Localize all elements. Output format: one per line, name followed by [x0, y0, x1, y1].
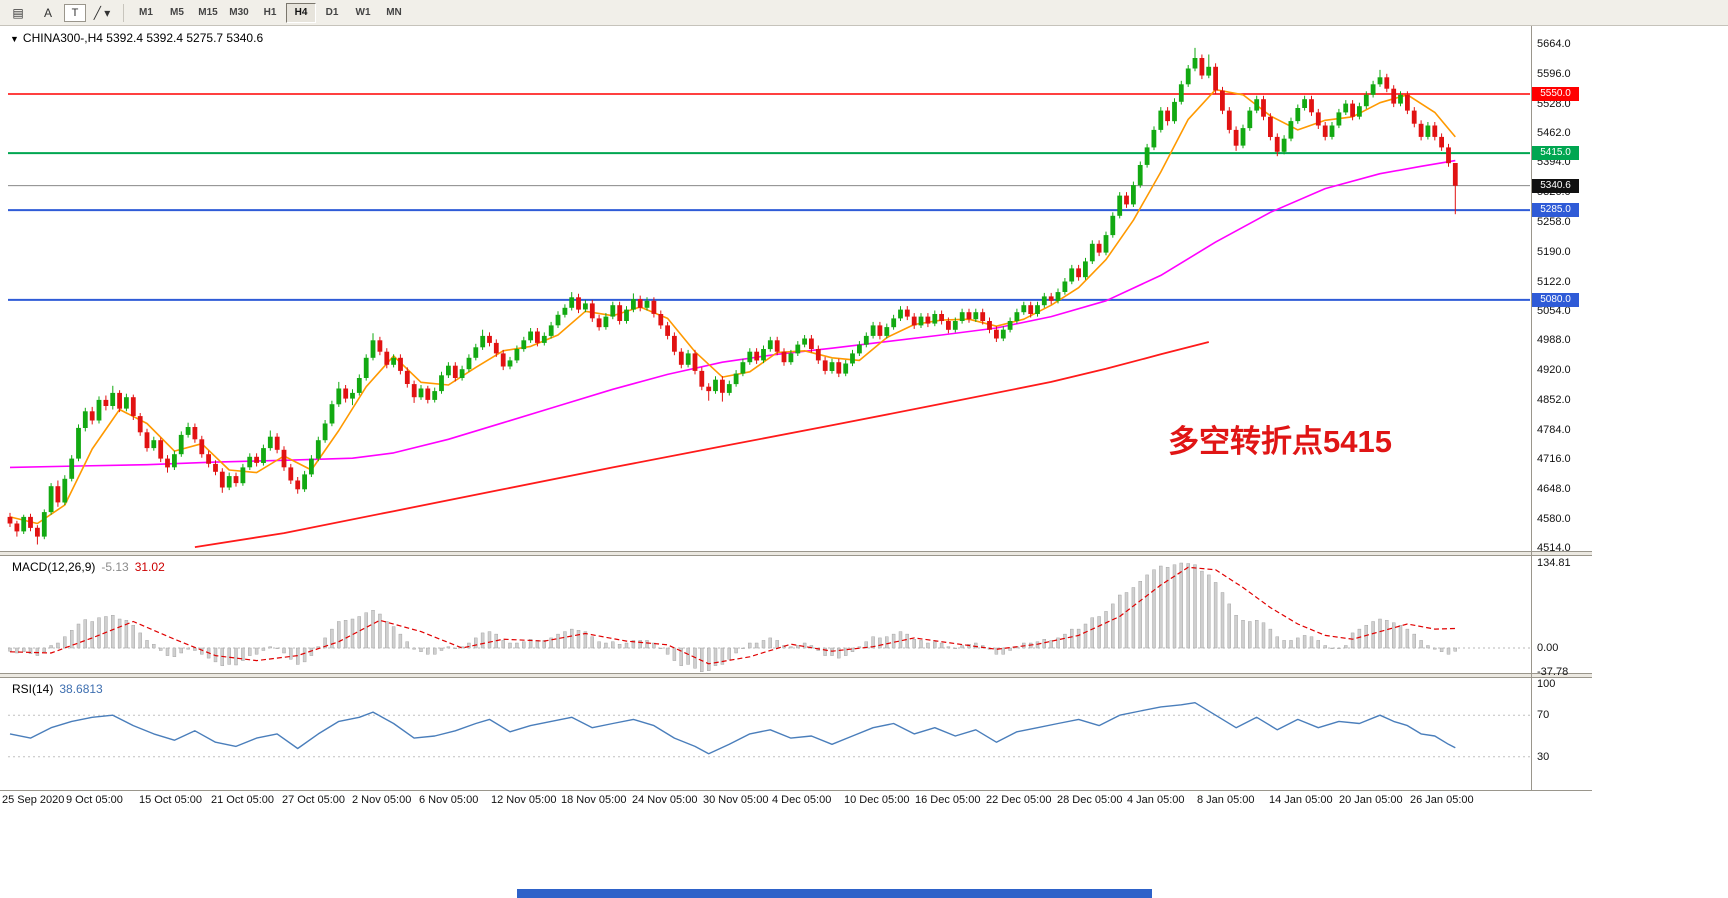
- time-axis-label: 4 Dec 05:00: [772, 794, 832, 806]
- time-axis-label: 26 Jan 05:00: [1410, 794, 1474, 806]
- time-axis-label: 8 Jan 05:00: [1197, 794, 1255, 806]
- time-axis-label: 2 Nov 05:00: [352, 794, 412, 806]
- macd-main-value: -5.13: [101, 560, 129, 574]
- time-axis-label: 25 Sep 2020: [2, 794, 65, 806]
- macd-signal-line: [9, 566, 1456, 665]
- price-axis-label: 4988.0: [1537, 334, 1571, 347]
- timeframe-h4-button[interactable]: H4: [286, 2, 316, 23]
- time-axis-label: 30 Nov 05:00: [703, 794, 769, 806]
- macd-signal-value: 31.02: [134, 560, 165, 574]
- price-tag-5080.0: 5080.0: [1532, 292, 1579, 307]
- time-axis-label: 22 Dec 05:00: [986, 794, 1052, 806]
- time-axis-label: 6 Nov 05:00: [419, 794, 479, 806]
- price-axis-label: 5258.0: [1537, 215, 1571, 228]
- collapse-icon[interactable]: ▼: [10, 34, 19, 44]
- timeframe-h1-button[interactable]: H1: [263, 7, 277, 18]
- chart-text-annotation[interactable]: 多空转折点5415: [1168, 424, 1392, 459]
- time-axis-label: 16 Dec 05:00: [915, 794, 981, 806]
- rsi-value: 38.6813: [59, 682, 103, 696]
- price-axis-label: 4648.0: [1537, 483, 1571, 496]
- price-tag-5415.0: 5415.0: [1532, 146, 1579, 161]
- time-axis-border: [0, 790, 1592, 791]
- toolbar: ▤ A T ╱ ▾ M1 M5 M15 M30 H1 H4 D1 W1 MN: [0, 0, 1728, 26]
- rsi-axis-label: 30: [1537, 750, 1550, 763]
- time-axis-label: 14 Jan 05:00: [1269, 794, 1333, 806]
- price-axis-label: 4716.0: [1537, 453, 1571, 466]
- price-axis-border: [1531, 26, 1532, 791]
- trend-line: [194, 341, 1210, 548]
- chart-header: ▼ CHINA300-,H4 5392.4 5392.4 5275.7 5340.…: [10, 31, 263, 45]
- timeframe-mn-button[interactable]: MN: [386, 7, 402, 18]
- macd-axis-label: 0.00: [1537, 642, 1559, 654]
- time-axis-label: 4 Jan 05:00: [1127, 794, 1185, 806]
- timeframe-m15-button[interactable]: M15: [198, 7, 218, 18]
- rsi-name: RSI(14): [12, 682, 54, 696]
- timeframe-d1-button[interactable]: D1: [325, 7, 339, 18]
- rsi-axis-label: 100: [1537, 678, 1556, 690]
- rsi-axis-label: 70: [1537, 709, 1550, 722]
- timeframe-m30-button[interactable]: M30: [229, 7, 249, 18]
- time-axis-label: 15 Oct 05:00: [139, 794, 202, 806]
- price-axis-label: 4920.0: [1537, 364, 1571, 377]
- tool-icon-group: ▤ A T ╱ ▾: [4, 2, 116, 24]
- price-axis-label: 4580.0: [1537, 513, 1571, 526]
- time-axis-label: 18 Nov 05:00: [561, 794, 627, 806]
- macd-axis-label: 134.81: [1537, 557, 1571, 569]
- price-tag-5550.0: 5550.0: [1532, 86, 1579, 101]
- time-axis-label: 28 Dec 05:00: [1057, 794, 1123, 806]
- price-axis-label: 5122.0: [1537, 275, 1571, 288]
- time-axis-label: 27 Oct 05:00: [282, 794, 345, 806]
- price-axis-label: 4852.0: [1537, 393, 1571, 406]
- time-axis-label: 20 Jan 05:00: [1339, 794, 1403, 806]
- panel-splitter-macd[interactable]: [0, 551, 1592, 556]
- price-axis-label: 4514.0: [1537, 541, 1571, 554]
- time-axis-label: 12 Nov 05:00: [491, 794, 557, 806]
- macd-name: MACD(12,26,9): [12, 560, 96, 574]
- timeframe-button-group: M1 M5 M15 M30 H1 H4 D1 W1 MN: [131, 2, 409, 23]
- timeframe-w1-button[interactable]: W1: [355, 7, 371, 18]
- macd-histogram: [8, 562, 1458, 672]
- price-axis-label: 5054.0: [1537, 305, 1571, 318]
- timeframe-m1-button[interactable]: M1: [139, 7, 153, 18]
- taskbar-highlight: [517, 889, 1152, 898]
- time-axis-label: 10 Dec 05:00: [844, 794, 910, 806]
- price-axis-label: 5596.0: [1537, 67, 1571, 80]
- candles-layer: [7, 47, 1458, 545]
- ohlc-values: 5392.4 5392.4 5275.7 5340.6: [106, 31, 264, 45]
- time-axis-label: 9 Oct 05:00: [66, 794, 123, 806]
- text-box-icon[interactable]: T: [64, 3, 86, 22]
- price-tag-5285.0: 5285.0: [1532, 203, 1579, 218]
- timeframe-m5-button[interactable]: M5: [170, 7, 184, 18]
- toolbar-separator: [123, 3, 124, 22]
- symbol-label: CHINA300-,H4: [22, 31, 103, 45]
- text-label-icon[interactable]: A: [43, 5, 52, 20]
- price-axis-label: 5664.0: [1537, 38, 1571, 50]
- panel-splitter-rsi[interactable]: [0, 673, 1592, 678]
- price-axis-label: 5462.0: [1537, 126, 1571, 139]
- macd-axis-label: -37.78: [1537, 665, 1569, 678]
- line-studies-icon[interactable]: ╱ ▾: [93, 5, 111, 20]
- time-axis-label: 24 Nov 05:00: [632, 794, 698, 806]
- macd-label: MACD(12,26,9) -5.13 31.02: [12, 560, 165, 574]
- price-axis-label: 4784.0: [1537, 423, 1571, 436]
- time-axis-label: 21 Oct 05:00: [211, 794, 274, 806]
- chart-tools-icon[interactable]: ▤: [12, 5, 24, 20]
- current-price-tag: 5340.6: [1532, 178, 1579, 193]
- rsi-label: RSI(14) 38.6813: [12, 682, 103, 696]
- price-axis-label: 5190.0: [1537, 245, 1571, 258]
- rsi-line: [9, 702, 1456, 755]
